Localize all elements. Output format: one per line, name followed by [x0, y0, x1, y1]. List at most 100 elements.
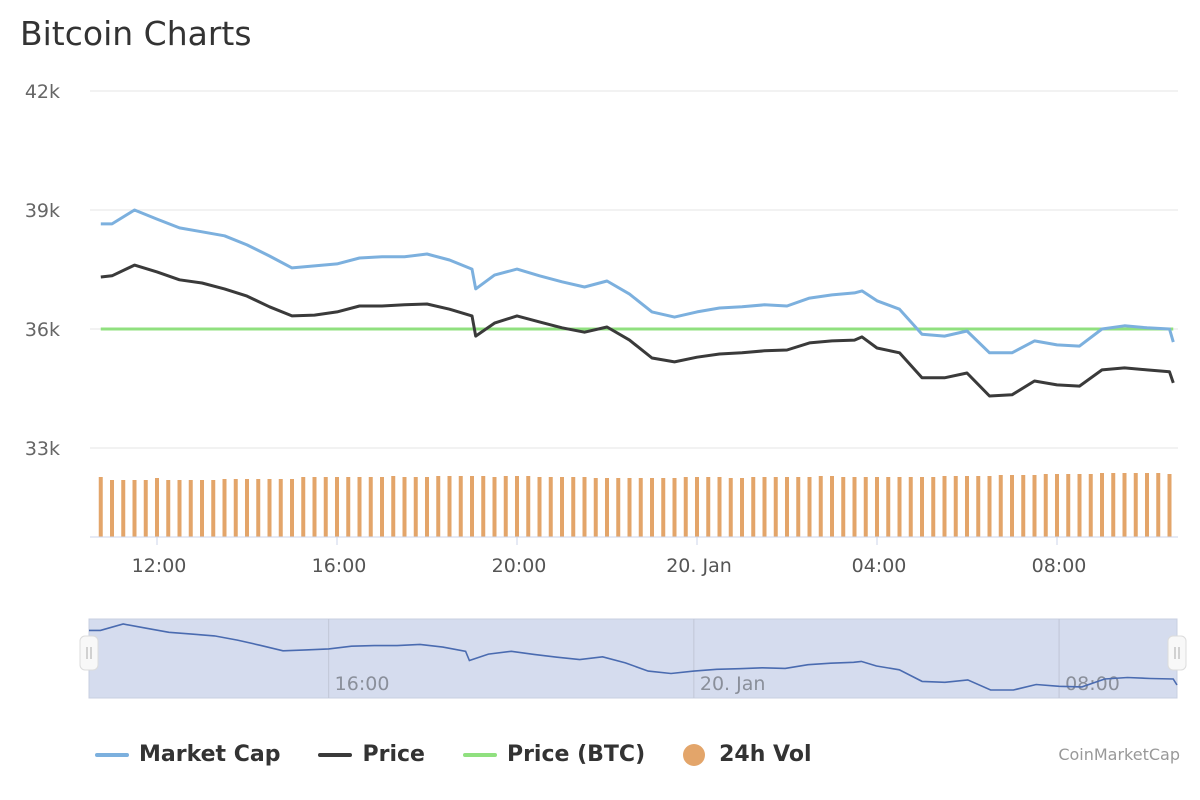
volume-bar: [717, 477, 722, 537]
volume-bar: [593, 478, 598, 537]
volume-bar: [706, 477, 711, 537]
volume-bar: [818, 476, 823, 537]
legend-item-market-cap[interactable]: Market Cap: [95, 742, 280, 767]
volume-bar: [1010, 475, 1014, 537]
volume-bar: [526, 476, 531, 537]
navigator-label: 16:00: [335, 673, 390, 695]
volume-bar: [695, 477, 699, 537]
volume-bar: [515, 476, 519, 537]
x-tick-label: 16:00: [312, 555, 367, 577]
volume-bar: [785, 477, 789, 537]
price-btc-line-marker: [462, 752, 497, 757]
volume-bar: [627, 478, 632, 537]
volume-bar: [346, 477, 351, 537]
volume-bar: [931, 477, 936, 537]
volume-bar: [200, 480, 204, 537]
legend-label: 24h Vol: [719, 742, 812, 767]
volume-bar: [1111, 473, 1116, 537]
volume-bar: [402, 477, 407, 537]
volume-bar: [537, 477, 542, 537]
y-tick-label: 33k: [25, 438, 60, 460]
volume-bar: [582, 477, 587, 537]
volume-bar: [492, 477, 497, 537]
volume-bar: [548, 477, 553, 537]
volume-bar: [177, 480, 182, 537]
volume-bar: [1066, 474, 1071, 537]
volume-bar: [110, 480, 114, 537]
legend-item-24h-vol[interactable]: 24h Vol: [683, 742, 812, 767]
volume-bar: [976, 476, 981, 537]
volume-bar: [605, 478, 609, 537]
legend-item-price-btc[interactable]: Price (BTC): [462, 742, 646, 767]
volume-bar: [312, 477, 317, 537]
volume-bar: [841, 477, 846, 537]
volume-bar: [155, 478, 159, 537]
volume-bar: [233, 479, 238, 537]
volume-bar: [920, 477, 924, 537]
chart-title: Bitcoin Charts: [20, 14, 252, 53]
market-cap-line-marker: [95, 752, 129, 757]
volume-bar: [335, 477, 339, 537]
x-tick-label: 08:00: [1032, 555, 1087, 577]
volume-bar: [830, 476, 834, 537]
volume-bar: [953, 476, 958, 537]
volume-bar: [796, 477, 801, 537]
volume-bar: [357, 477, 362, 537]
volume-bar: [391, 476, 396, 537]
volume-bar: [143, 480, 148, 537]
navigator-label: 20. Jan: [700, 673, 766, 695]
volume-bar: [1021, 475, 1026, 537]
volume-bar: [1133, 473, 1138, 537]
volume-bar: [728, 478, 733, 537]
volume-bar: [222, 479, 227, 537]
volume-bar: [470, 476, 474, 537]
volume-bar: [773, 477, 778, 537]
volume-bar: [1122, 473, 1127, 537]
volume-bar: [1100, 473, 1104, 537]
volume-bar: [413, 477, 418, 537]
navigator-right-handle[interactable]: [1167, 635, 1187, 671]
volume-bar: [245, 479, 249, 537]
volume-bar: [683, 477, 688, 537]
volume-bar: [188, 480, 193, 537]
volume-bar: [886, 477, 891, 537]
volume-bar: [1156, 473, 1161, 537]
handle-body: [79, 635, 99, 671]
volume-bar: [875, 477, 879, 537]
volume-bar: [852, 477, 857, 537]
navigator-left-handle[interactable]: [79, 635, 99, 671]
handle-body: [1167, 635, 1187, 671]
x-tick-label: 20:00: [492, 555, 547, 577]
volume-bar: [211, 480, 216, 537]
price-line-marker: [318, 752, 353, 757]
volume-bar: [267, 479, 272, 537]
volume-bar: [908, 477, 913, 537]
volume-bar: [897, 477, 902, 537]
volume-bar: [278, 479, 283, 537]
y-tick-label: 42k: [25, 81, 60, 103]
volume-bar: [132, 480, 137, 537]
market-cap-line: [100, 208, 1175, 355]
y-tick-label: 39k: [25, 200, 60, 222]
navigator[interactable]: 16:00 20. Jan 08:00: [79, 618, 1187, 699]
volume-bar: [1043, 474, 1048, 537]
volume-bar: [1032, 475, 1037, 537]
volume-bar: [368, 477, 373, 537]
volume-bar: [650, 478, 654, 537]
x-tick-label: 20. Jan: [666, 555, 732, 577]
legend: Market Cap Price Price (BTC) 24h Vol: [95, 742, 850, 767]
volume-bar: [661, 478, 666, 537]
volume-bar: [740, 478, 744, 537]
volume-bar: [965, 476, 969, 537]
volume-bar: [1167, 474, 1172, 537]
volume-bar: [301, 477, 306, 537]
volume-bar: [616, 478, 621, 537]
volume-bar: [672, 478, 677, 537]
legend-item-price[interactable]: Price: [318, 742, 425, 767]
credit-link[interactable]: CoinMarketCap: [1058, 745, 1180, 764]
volume-bar: [503, 476, 508, 537]
legend-label: Price (BTC): [506, 742, 646, 767]
volume-bar: [425, 477, 429, 537]
volume-bar: [560, 477, 564, 537]
